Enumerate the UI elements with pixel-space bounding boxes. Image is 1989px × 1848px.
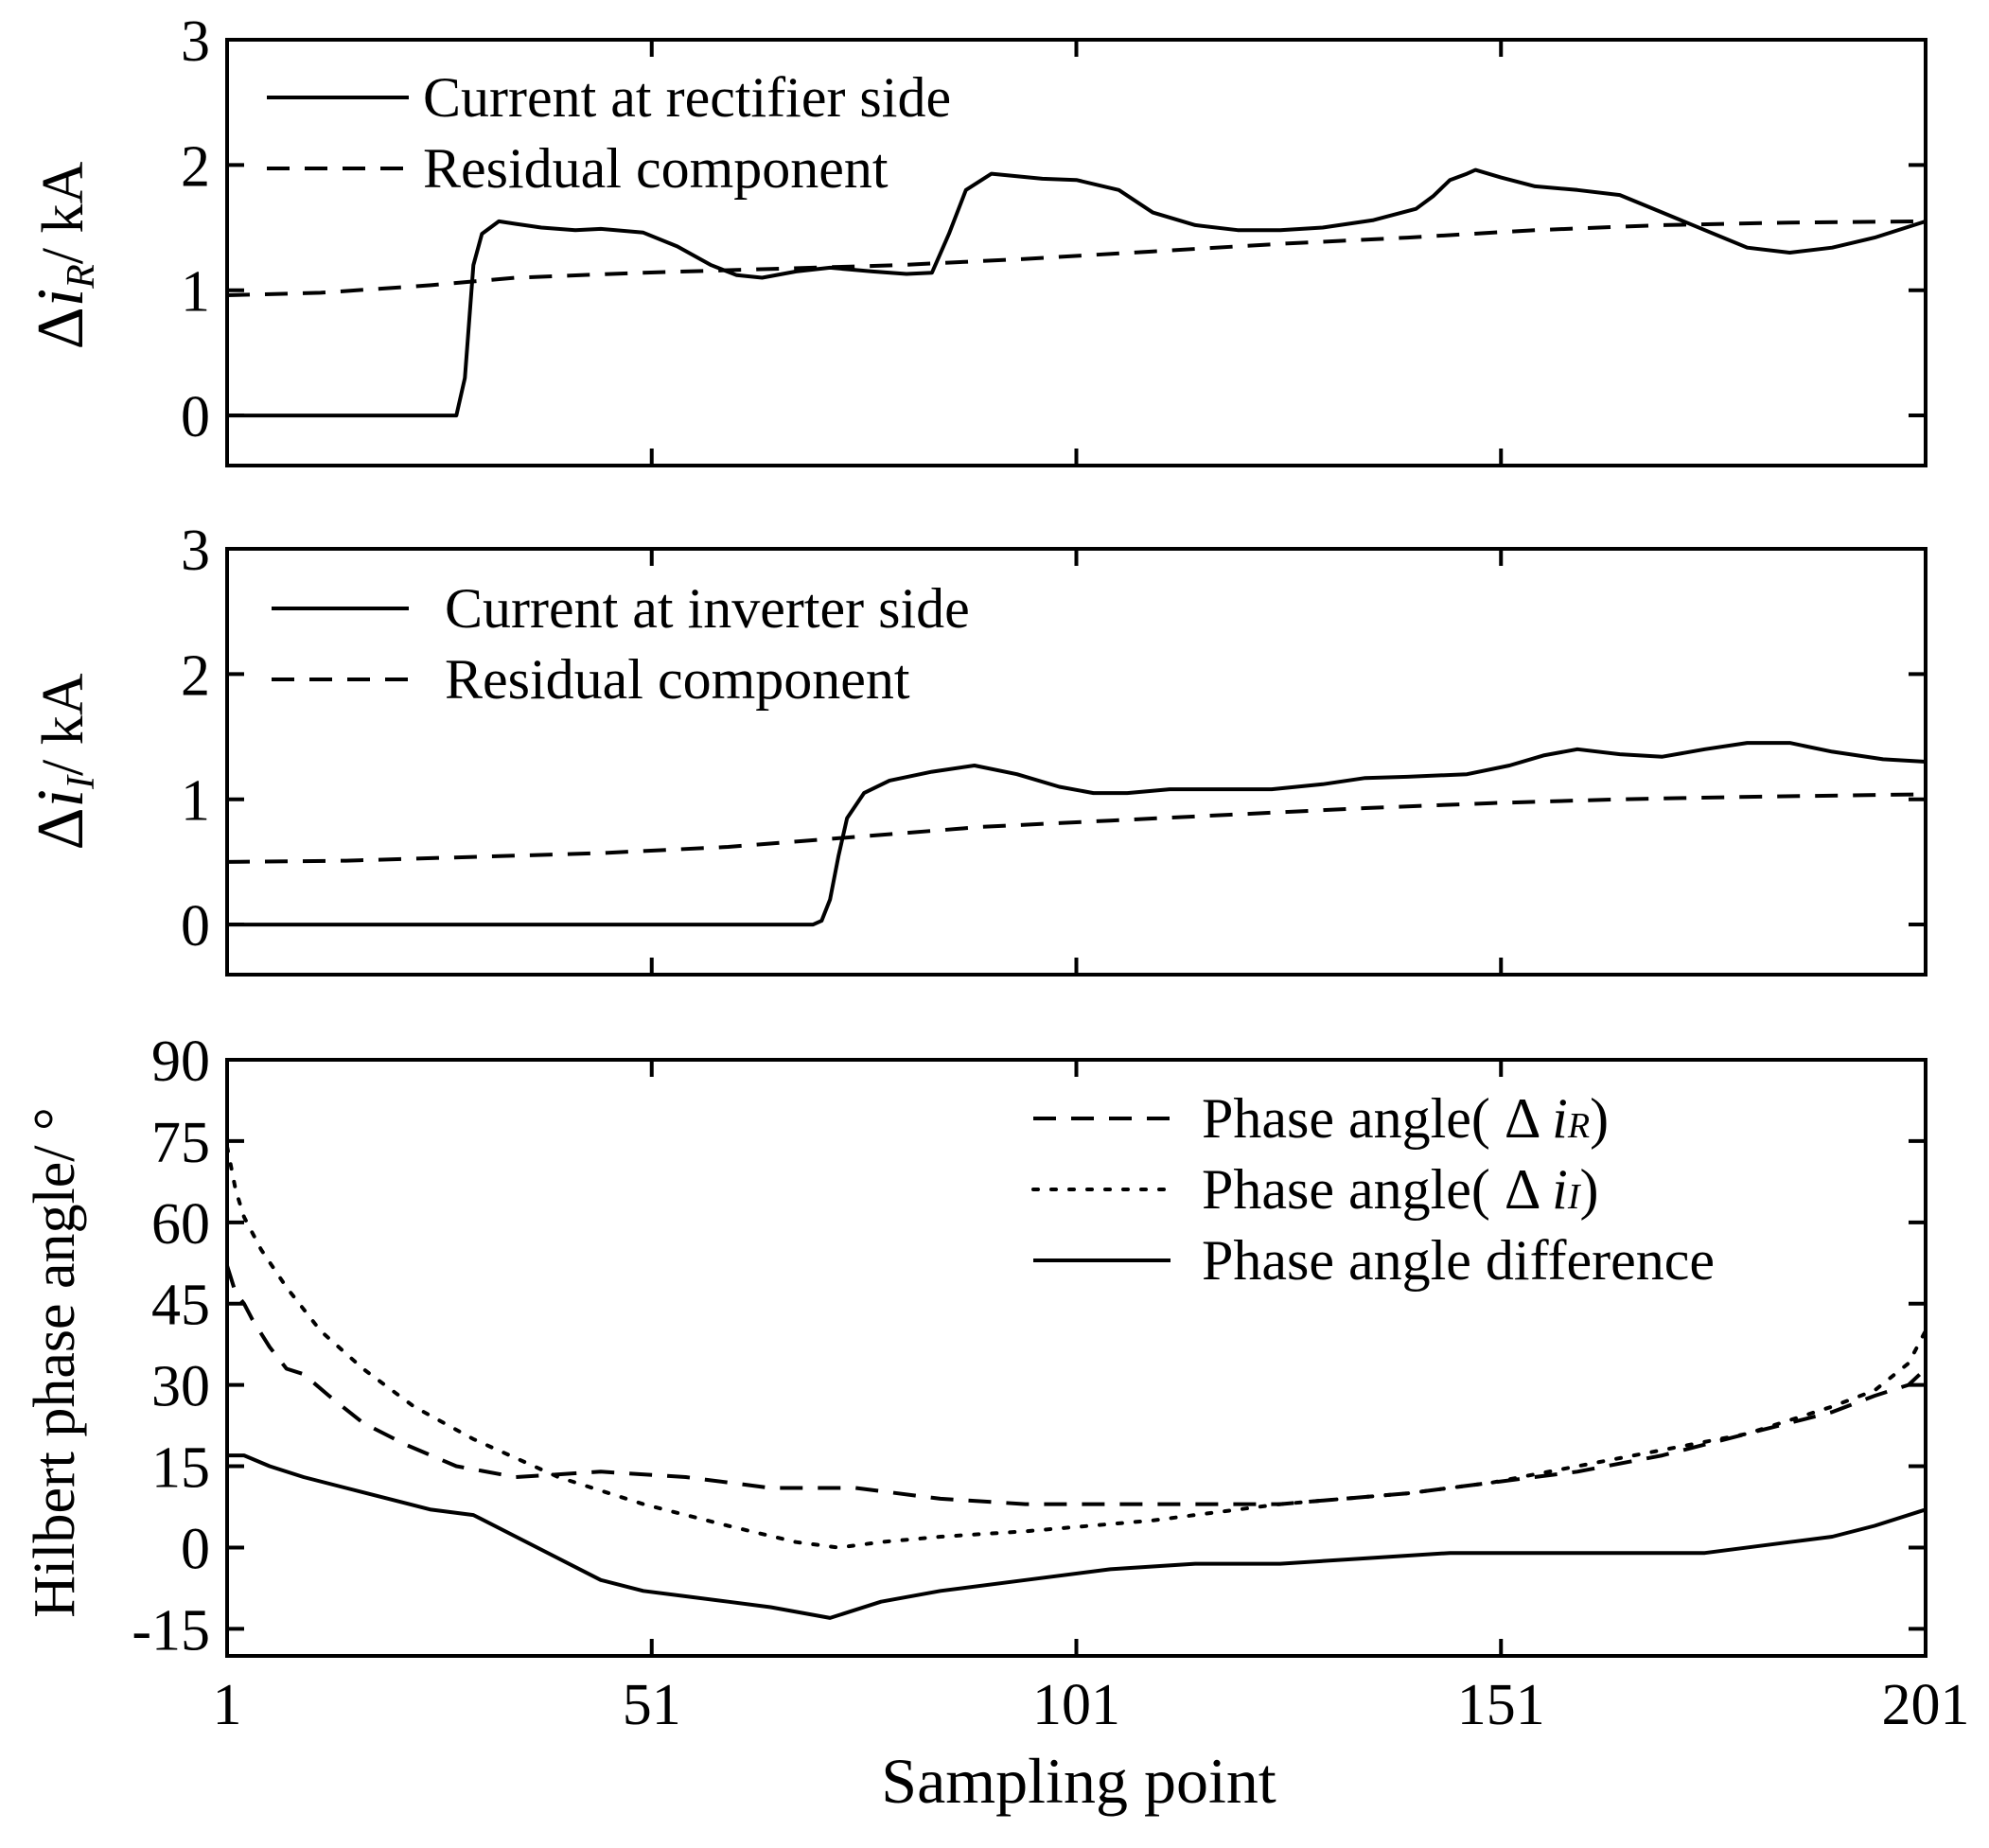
series-inverter-solid-line [227, 741, 1927, 927]
panel-phase-ytick-label: 90 [151, 1030, 210, 1094]
panel-phase-ytick-label: 15 [151, 1436, 210, 1501]
panel-inverter-legend: Current at inverter side Residual compon… [272, 577, 970, 711]
panel-inverter-ylabel-var: i [25, 789, 97, 807]
panel-rectifier-ytick-label: 1 [181, 260, 210, 325]
panel-phase-ytick-label: 45 [151, 1274, 210, 1338]
legend-phase-i-prefix: Phase angle( Δ [1202, 1158, 1552, 1221]
panel-phase-ytick-label: 60 [151, 1192, 210, 1257]
panel-phase-ylabel: Hilbert phase angle/ ° [23, 1107, 87, 1618]
series-phase-dashed-line [225, 1265, 1927, 1506]
legend-rectifier-residual-label: Residual component [423, 137, 889, 200]
x-axis-label: Sampling point [881, 1745, 1276, 1817]
legend-phase-r-var: i [1552, 1087, 1568, 1150]
panel-inverter: 0 1 2 3 ΔiI/ kA Current at inverter side Re… [25, 519, 1927, 977]
x-axis: 1 51 101 151 201 [213, 1673, 1970, 1737]
panel-rectifier-series [226, 167, 1927, 418]
x-tick-label: 1 [213, 1673, 242, 1737]
panel-inverter-ylabel-delta: Δ [25, 807, 97, 850]
panel-phase-ytick-label: 0 [181, 1517, 210, 1581]
panel-phase-ytick-label: 30 [151, 1355, 210, 1419]
panel-rectifier-ylabel: ΔiR/ kA [25, 161, 103, 349]
panel-phase-ytick-label: -15 [132, 1598, 210, 1663]
panel-rectifier-ytick-label: 3 [181, 9, 210, 74]
legend-phase-i-sub: I [1567, 1177, 1582, 1217]
panel-rectifier-axis: 0 1 2 3 [181, 9, 1927, 466]
legend-phase-i-var: i [1552, 1158, 1568, 1221]
series-phase-solid-line [227, 1453, 1927, 1620]
series-rectifier-solid-line [227, 167, 1927, 418]
panel-rectifier: 0 1 2 3 ΔiR/ kA Current at rectifier side R… [25, 9, 1927, 467]
panel-rectifier-ytick-label: 0 [181, 385, 210, 449]
panel-inverter-ytick-label: 1 [181, 769, 210, 834]
panel-rectifier-ylabel-delta: Δ [25, 307, 97, 349]
panel-rectifier-ylabel-unit: / kA [31, 161, 96, 264]
x-tick-label: 201 [1882, 1673, 1970, 1737]
panel-rectifier-ytick-label: 2 [181, 134, 210, 199]
panel-phase-ytick-label: 75 [151, 1111, 210, 1175]
legend-phase-i-label: Phase angle( Δ iI) [1202, 1158, 1598, 1221]
legend-phase-r-label: Phase angle( Δ iR) [1202, 1087, 1609, 1150]
panel-inverter-ylabel-sub: I [60, 774, 103, 790]
legend-phase-r-prefix: Phase angle( Δ [1202, 1087, 1552, 1150]
panel-inverter-ytick-label: 2 [181, 643, 210, 708]
panel-rectifier-legend: Current at rectifier side Residual compo… [267, 66, 951, 200]
legend-phase-i-suffix: ) [1580, 1158, 1599, 1221]
x-tick-label: 101 [1032, 1673, 1120, 1737]
panel-inverter-ylabel: ΔiI/ kA [25, 673, 103, 850]
panel-phase-axis: 90 75 60 45 30 15 0 -15 [132, 1030, 1927, 1663]
panel-inverter-ytick-label: 0 [181, 894, 210, 959]
series-phase-dotted-line [225, 1144, 1927, 1550]
legend-phase-diff-label: Phase angle difference [1202, 1229, 1715, 1292]
legend-phase-r-suffix: ) [1590, 1087, 1609, 1150]
panel-phase-frame [225, 1058, 1927, 1658]
panel-rectifier-ylabel-sub: R [60, 264, 103, 290]
series-rectifier-dashed-line [226, 219, 1927, 297]
legend-inverter-residual-label: Residual component [445, 648, 910, 711]
panel-inverter-ytick-label: 3 [181, 519, 210, 583]
legend-rectifier-current-label: Current at rectifier side [423, 66, 951, 129]
x-tick-label: 51 [623, 1673, 681, 1737]
panel-inverter-series [226, 741, 1927, 927]
series-inverter-dashed-line [226, 792, 1927, 864]
panel-inverter-axis: 0 1 2 3 [181, 519, 1927, 975]
panel-rectifier-ylabel-var: i [25, 289, 97, 307]
x-tick-label: 151 [1457, 1673, 1545, 1737]
panel-phase-series [225, 1144, 1927, 1620]
legend-inverter-current-label: Current at inverter side [445, 577, 970, 640]
panel-inverter-ylabel-unit: / kA [31, 673, 96, 776]
panel-phase-legend: Phase angle( Δ iR) Phase angle( Δ iI) Ph… [1031, 1087, 1715, 1292]
legend-phase-r-sub: R [1567, 1106, 1590, 1146]
